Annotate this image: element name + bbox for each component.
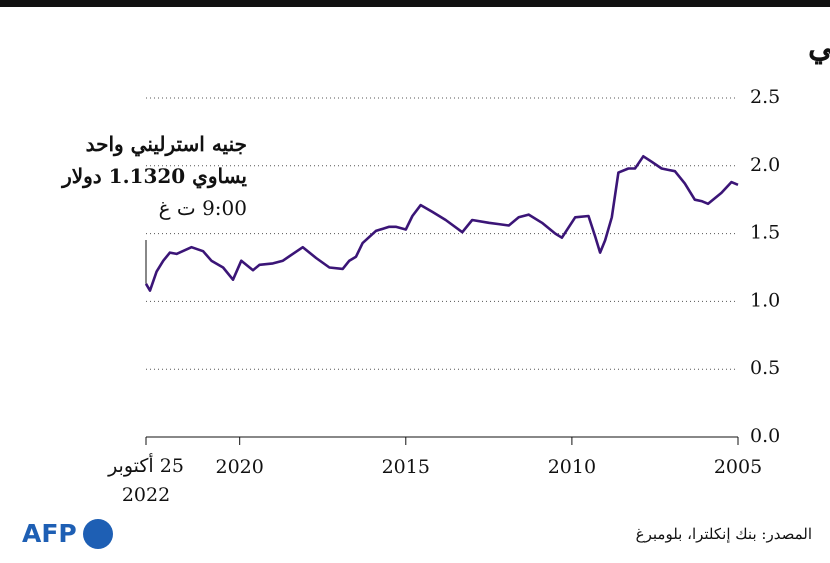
x-tick-label: 2010 [548,456,596,478]
annotation: جنيه استرليني واحد يساوي 1.1320 دولار 9:… [0,128,247,224]
chart-title: الجنيه الاسترليني مقابل الدولار الأميركي [808,26,830,66]
logo: AFP [22,519,77,548]
annotation-line: يساوي 1.1320 دولار [62,164,247,188]
source: المصدر: بنك إنكلترا، بلومبرغ [635,525,812,543]
logo-circle [83,519,113,549]
y-tick-label: 1.5 [750,222,780,244]
price-line [144,155,739,292]
y-tick-label: 0.5 [750,357,780,379]
x-tick-label: 25 أكتوبر 2022 [108,455,184,506]
y-tick-label: 2.5 [750,86,780,108]
y-tick-label: 0.0 [750,425,780,447]
x-tick-label: 2020 [216,456,264,478]
x-tick-label: 2005 [714,456,762,478]
top-bar [0,0,830,7]
y-tick-label: 1.0 [750,289,780,311]
y-tick-label: 2.0 [750,154,780,176]
annotation-line: جنيه استرليني واحد [85,132,247,156]
x-tick-label: 2015 [382,456,430,478]
annotation-line: 9:00 ت غ [158,196,247,220]
